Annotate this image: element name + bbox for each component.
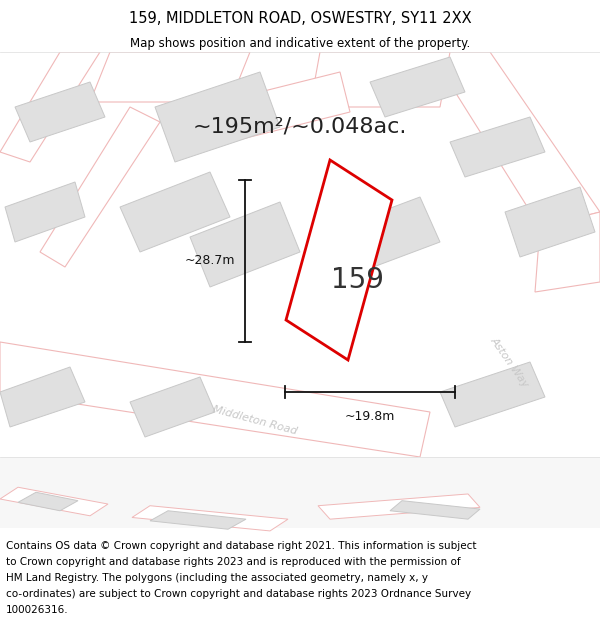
Polygon shape	[430, 52, 600, 227]
Polygon shape	[5, 182, 85, 242]
Text: co-ordinates) are subject to Crown copyright and database rights 2023 Ordnance S: co-ordinates) are subject to Crown copyr…	[6, 589, 471, 599]
Polygon shape	[340, 197, 440, 272]
Polygon shape	[120, 172, 230, 252]
Polygon shape	[132, 506, 288, 531]
Polygon shape	[318, 494, 480, 519]
Text: Aston Way: Aston Way	[489, 335, 531, 389]
Polygon shape	[450, 117, 545, 177]
Polygon shape	[15, 82, 105, 142]
Polygon shape	[0, 342, 430, 457]
Polygon shape	[18, 492, 78, 511]
Polygon shape	[155, 72, 280, 162]
Text: Map shows position and indicative extent of the property.: Map shows position and indicative extent…	[130, 38, 470, 51]
Polygon shape	[535, 212, 600, 292]
Polygon shape	[0, 488, 108, 516]
Text: 100026316.: 100026316.	[6, 605, 68, 615]
Text: Middleton Road: Middleton Road	[212, 404, 298, 436]
Text: to Crown copyright and database rights 2023 and is reproduced with the permissio: to Crown copyright and database rights 2…	[6, 557, 461, 567]
Polygon shape	[440, 362, 545, 427]
Polygon shape	[0, 367, 85, 427]
Polygon shape	[150, 511, 246, 529]
Polygon shape	[190, 202, 300, 287]
Text: ~19.8m: ~19.8m	[345, 410, 395, 423]
Polygon shape	[40, 107, 160, 267]
Polygon shape	[390, 501, 480, 519]
Polygon shape	[200, 72, 350, 147]
Polygon shape	[0, 52, 100, 162]
Polygon shape	[505, 187, 595, 257]
Polygon shape	[310, 52, 450, 107]
Bar	[0, 457, 600, 528]
Text: 159, MIDDLETON ROAD, OSWESTRY, SY11 2XX: 159, MIDDLETON ROAD, OSWESTRY, SY11 2XX	[128, 11, 472, 26]
Polygon shape	[90, 52, 250, 102]
Text: Contains OS data © Crown copyright and database right 2021. This information is : Contains OS data © Crown copyright and d…	[6, 541, 476, 551]
Text: 159: 159	[331, 266, 383, 294]
Polygon shape	[370, 57, 465, 117]
Text: HM Land Registry. The polygons (including the associated geometry, namely x, y: HM Land Registry. The polygons (includin…	[6, 573, 428, 583]
Polygon shape	[286, 160, 392, 360]
Polygon shape	[130, 377, 215, 437]
Text: ~195m²/~0.048ac.: ~195m²/~0.048ac.	[193, 117, 407, 137]
Text: ~28.7m: ~28.7m	[185, 254, 235, 268]
